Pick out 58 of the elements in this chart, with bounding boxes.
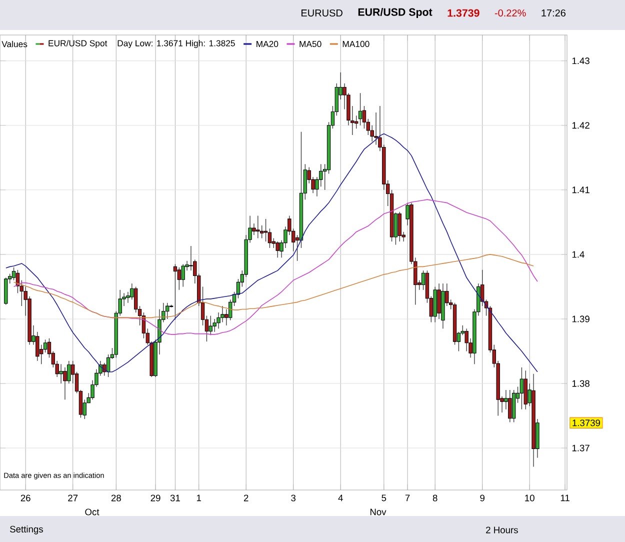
candlestick [59, 364, 63, 384]
annotation: Day Low: 1.3671 High: 1.3825 [118, 40, 235, 48]
candlestick [63, 367, 67, 400]
y-tick-label: 1.38 [572, 380, 590, 387]
text: Nov [370, 508, 386, 516]
x-tick-label: 10 [525, 494, 534, 502]
candlestick [520, 367, 524, 410]
x-tick-label: 26 [20, 494, 30, 502]
chart-title: EUR/USD Spot [358, 8, 432, 18]
candlestick [177, 266, 182, 290]
x-tick-label: 3 [291, 494, 296, 502]
x-tick-label: 1 [196, 494, 201, 502]
annotation: 1.3739 [572, 420, 600, 426]
text: Oct [85, 508, 100, 516]
candlestick [398, 211, 402, 242]
x-tick-label: 27 [68, 494, 78, 502]
candlestick [208, 315, 213, 336]
y-tick-label: 1.41 [572, 186, 590, 194]
x-tick-label: 29 [150, 494, 160, 502]
y-tick-label: 1.42 [572, 122, 590, 129]
legend-label: MA20 [256, 40, 278, 48]
legend-title: Values [2, 40, 28, 48]
candlestick [166, 302, 170, 320]
candlestick [260, 225, 264, 239]
y-tick-label: 1.39 [572, 316, 590, 322]
candlestick [508, 390, 512, 423]
candlestick [173, 264, 178, 320]
x-tick-label: 4 [338, 494, 343, 502]
legend-label: MA100 [342, 40, 370, 48]
candlestick [354, 115, 358, 129]
candlestick [43, 339, 48, 353]
x-tick-label: 9 [480, 494, 484, 502]
x-tick-label: 11 [560, 494, 570, 502]
x-tick-label: 5 [382, 494, 386, 502]
legend-label: MA50 [300, 40, 322, 48]
text: Settings [10, 526, 43, 534]
y-tick-label: 1.37 [572, 444, 590, 452]
candlestick [362, 106, 366, 129]
text: -0.22% [494, 9, 526, 17]
text: 2 Hours [486, 526, 518, 534]
legend-label: EUR/USD Spot [48, 40, 108, 48]
candlestick [256, 215, 260, 239]
y-tick-label: 1.43 [572, 58, 590, 64]
candlestick [134, 286, 138, 313]
x-tick-label: 2 [244, 494, 248, 502]
text: 17:26 [542, 9, 566, 17]
x-tick-label: 8 [432, 494, 438, 502]
x-tick-label: 7 [405, 494, 410, 502]
candlestick [276, 241, 280, 258]
candlestick [264, 218, 268, 242]
chart-subtitle: EURUSD [302, 9, 342, 17]
candlestick [358, 92, 362, 126]
y-tick-label: 1.4 [572, 251, 584, 258]
text: 1.3739 [448, 9, 480, 17]
x-tick-label: 28 [111, 494, 121, 502]
candlestick [268, 228, 272, 248]
candlestick [181, 264, 185, 288]
x-tick-label: 31 [170, 494, 180, 502]
